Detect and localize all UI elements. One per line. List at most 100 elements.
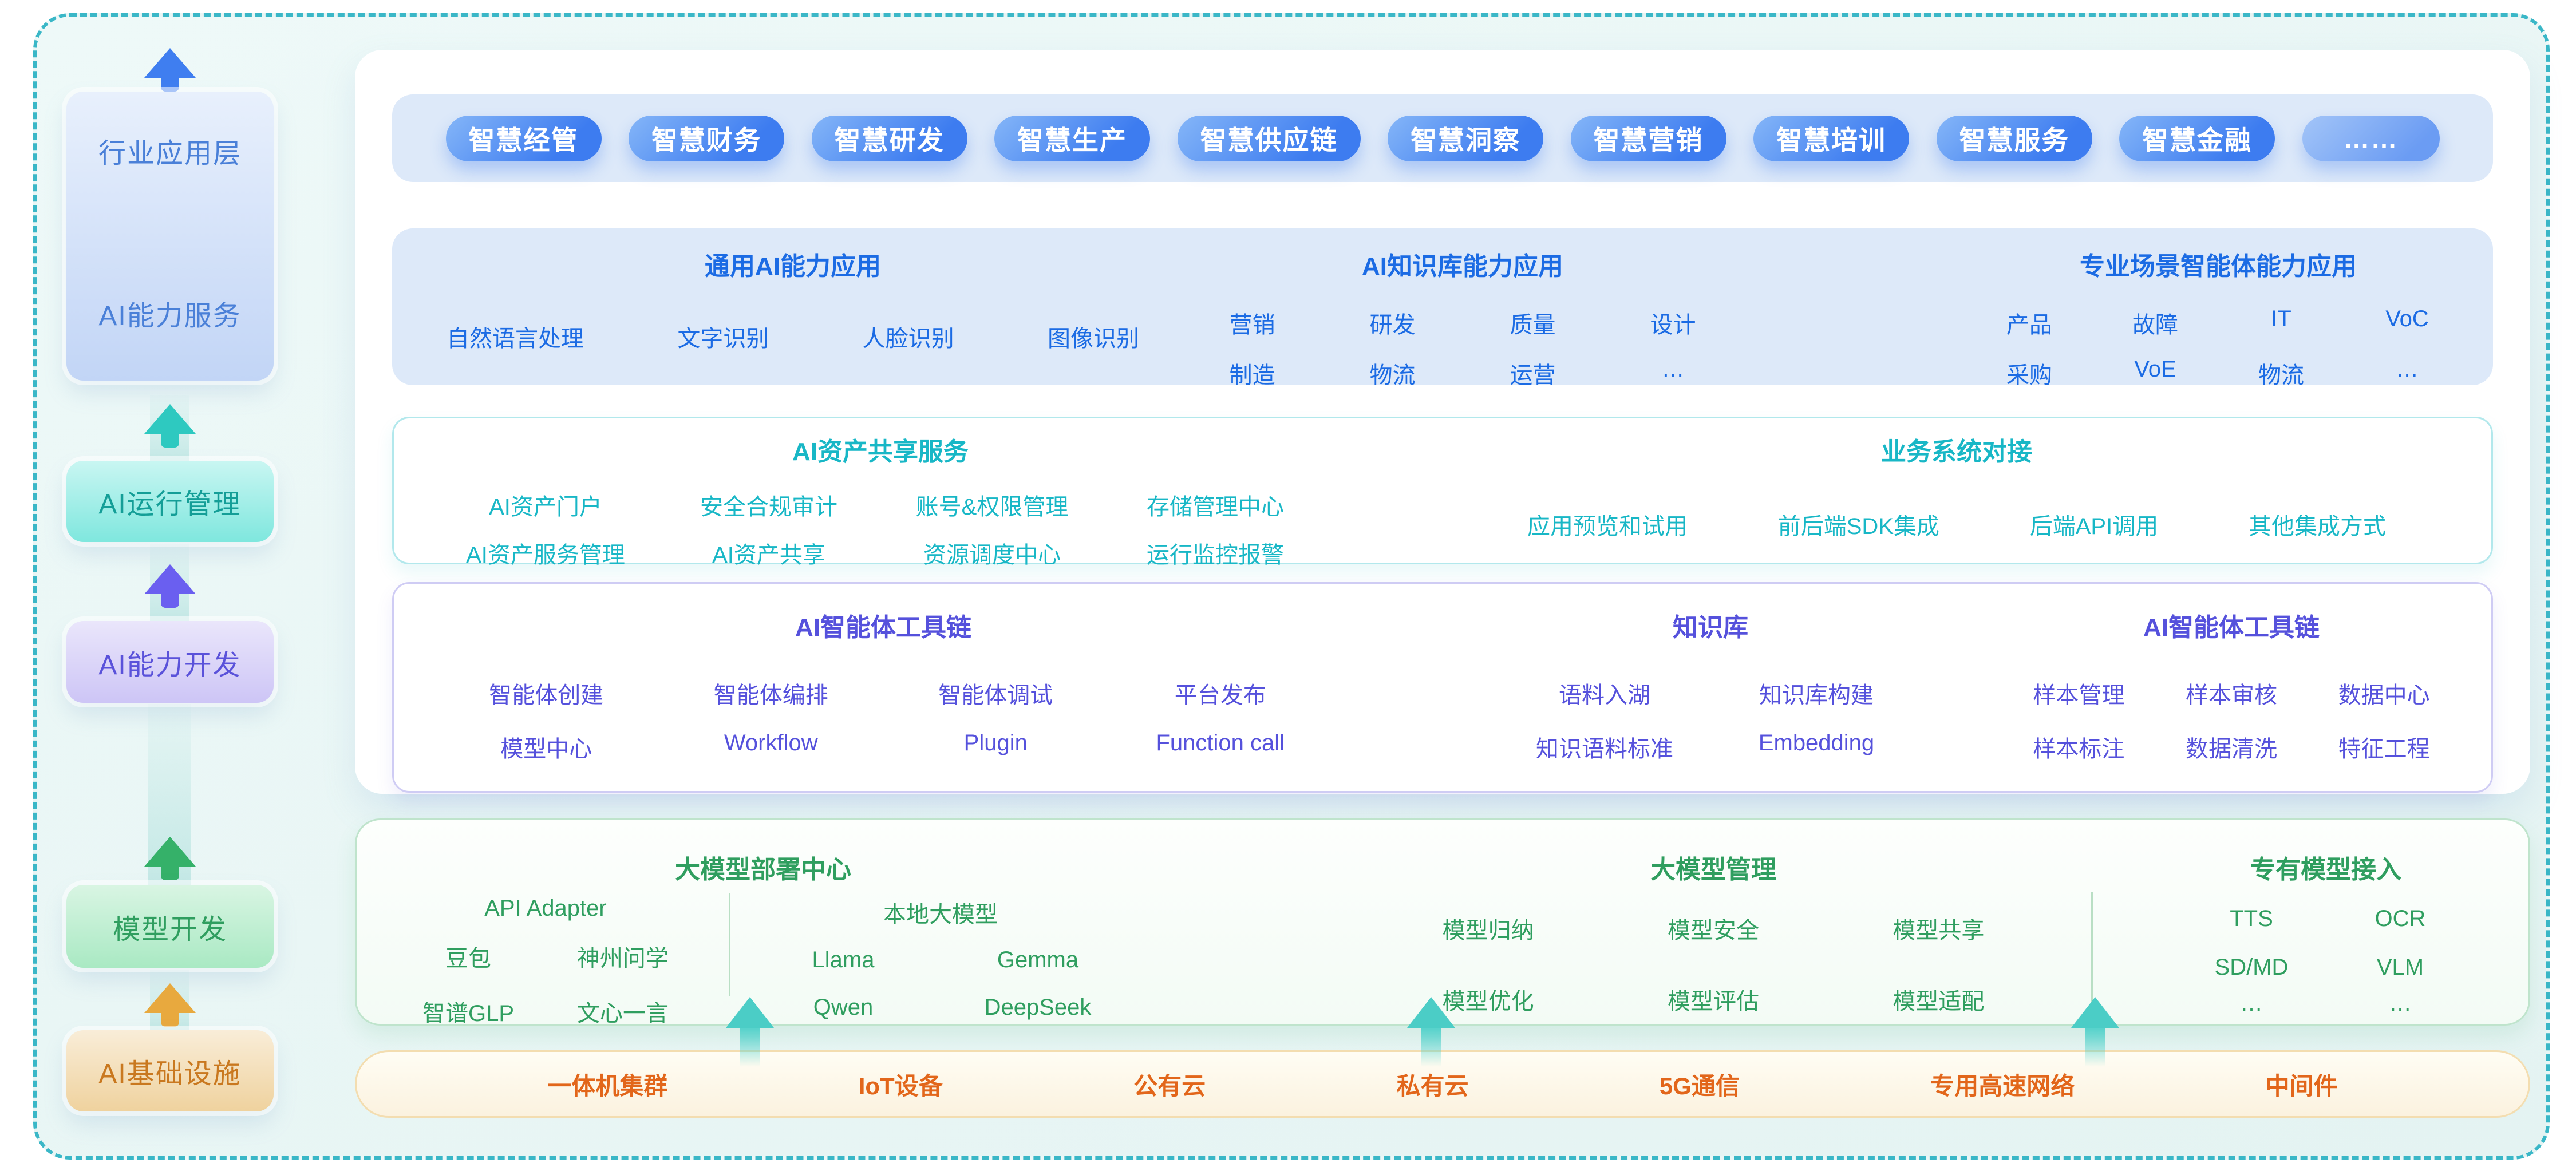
item-row: 制造 物流 运营… [1182,357,1743,390]
arrow-head [144,983,196,1013]
infra-item: 一体机集群 [547,1072,668,1099]
application-panel: 智慧经管 智慧财务 智慧研发 智慧生产 智慧供应链 智慧洞察 智慧营销 智慧培训 智慧服务 智慧金… [355,50,2530,794]
industry-app-pill: 智慧培训 [1753,115,1909,161]
section-title: 知识库 [1673,614,1748,642]
infra-item: IoT设备 [858,1072,943,1099]
infra-item: 专用高速网络 [1930,1072,2075,1099]
capability-item: IT [2271,306,2291,331]
item-row: 样本标注 数据清洗 特征工程 [2002,730,2460,763]
dev-item: Workflow [724,730,818,755]
knowledge-base-section: 知识库 语料入湖 知识库构建 知识语料标准 Embedding [1499,584,1922,763]
capability-band: 通用AI能力应用 自然语言处理 文字识别 人脸识别 图像识别 AI知识库能力应用 营销… [392,228,2493,388]
group-title: API Adapter [484,896,607,921]
item-row: Qwen DeepSeek [746,995,1135,1020]
item-row: Llama Gemma [746,947,1135,973]
dev-item: 平台发布 [1174,683,1266,708]
section-title: AI智能体工具链 [2143,614,2320,642]
agent-toolchain-right-section: AI智能体工具链 样本管理 样本审核 数据中心 样本标注 数据清洗 特征工程 [2002,584,2460,763]
capability-item: 自然语言处理 [447,326,584,351]
arrow-tail [1421,1028,1441,1067]
dev-item: 智能体创建 [489,683,604,708]
model-item: 神州问学 [577,946,669,971]
dev-item: Function call [1156,730,1285,755]
model-item: 豆包 [445,946,491,971]
section-title: AI智能体工具链 [795,614,971,642]
capability-item: … [2396,357,2419,382]
dev-item: 模型中心 [500,737,592,762]
item-row: 采购 VoE 物流… [1966,357,2470,390]
dev-item: 语料入湖 [1559,683,1650,708]
arrow-tail [161,594,179,608]
item-row: TTS OCR [2177,906,2475,932]
infra-item: 私有云 [1396,1072,1469,1099]
model-item: 模型共享 [1893,918,1985,943]
industry-app-pill: 智慧营销 [1570,115,1726,161]
ops-item: AI资产共享 [712,543,825,568]
ops-item: 运行监控报警 [1147,543,1284,568]
section-title: 大模型部署中心 [675,856,851,884]
ops-item: 资源调度中心 [923,543,1061,568]
ops-item: 应用预览和试用 [1527,514,1688,539]
capability-item: 设计 [1650,312,1696,338]
model-item: … [2240,991,2263,1016]
item-row: 知识语料标准 Embedding [1499,730,1922,763]
arrow-tail [161,1013,179,1027]
dev-item: 样本标注 [2033,737,2125,762]
ai-ops-card: AI资产共享服务 AI资产门户 安全合规审计 账号&权限管理 存储管理中心 AI资产服… [392,417,2493,568]
up-arrow-teal-icon [144,404,196,448]
item-row: 豆包 神州问学 [391,940,700,973]
api-adapter-group: API Adapter 豆包 神州问学 智谱GLP 文心一言 [391,893,700,1028]
item-row: 自然语言处理 文字识别 人脸识别 图像识别 [438,320,1148,353]
model-item: 模型安全 [1667,918,1759,943]
layer-box-ai-dev: AI能力开发 [66,621,274,703]
capability-item: 营销 [1229,312,1275,338]
layer-box-industry-app: 行业应用层 AI能力服务 [66,92,274,381]
industry-app-pill: 智慧财务 [629,115,784,161]
industry-app-pill: 智慧生产 [994,115,1150,161]
dev-item: Embedding [1758,730,1875,755]
ops-item: 安全合规审计 [700,494,837,520]
model-item: Llama [812,947,875,972]
model-item: 模型适配 [1893,989,1985,1014]
arrow-tail [161,78,179,92]
capability-item: 产品 [2006,312,2052,338]
arrow-head [1407,997,1455,1028]
section-title: 专有模型接入 [2250,856,2401,884]
dev-item: 样本审核 [2185,683,2277,708]
dev-item: 智能体调试 [938,683,1053,708]
arrow-head [144,48,196,78]
infrastructure-bar: 一体机集群 IoT设备 公有云 私有云 5G通信 专用高速网络 中间件 [355,1050,2530,1118]
layer-label: AI能力开发 [98,650,242,681]
section-title: AI资产共享服务 [792,438,969,466]
layer-box-ai-infra: AI基础设施 [66,1030,274,1111]
dev-item: 知识库构建 [1759,683,1874,708]
infra-item: 5G通信 [1659,1072,1740,1099]
model-item: 模型归纳 [1442,918,1534,943]
dev-item: 数据中心 [2338,683,2430,708]
business-integration-section: 业务系统对接 应用预览和试用 前后端SDK集成 后端API调用 其他集成方式 [1510,418,2403,541]
arrow-tail [2085,1028,2105,1067]
up-arrow-green-icon [144,837,196,880]
layer-label: AI能力服务 [98,301,242,331]
infra-item: 中间件 [2265,1072,2338,1099]
infra-up-arrow-icon [1407,997,1455,1067]
local-model-group: 本地大模型 Llama Gemma Qwen DeepSeek [746,893,1135,1028]
dev-item: Plugin [963,730,1028,755]
arrow-head [726,997,774,1028]
capability-item: 研发 [1369,312,1416,338]
item-row: 应用预览和试用 前后端SDK集成 后端API调用 其他集成方式 [1510,508,2403,541]
dev-item: 智能体编排 [713,683,828,708]
model-item: DeepSeek [984,995,1092,1020]
capability-item: 人脸识别 [862,326,954,351]
ops-item: AI资产门户 [489,494,602,520]
ops-item: 存储管理中心 [1147,494,1284,520]
capability-item: VoE [2134,357,2176,382]
arrow-head [2071,997,2119,1028]
model-item: 模型优化 [1442,989,1534,1014]
up-arrow-indigo-icon [144,564,196,608]
section-title: 专业场景智能体能力应用 [2080,252,2357,280]
capability-item: 制造 [1229,363,1275,388]
industry-app-pill: 智慧服务 [1936,115,2092,161]
group-title: 本地大模型 [883,902,998,927]
